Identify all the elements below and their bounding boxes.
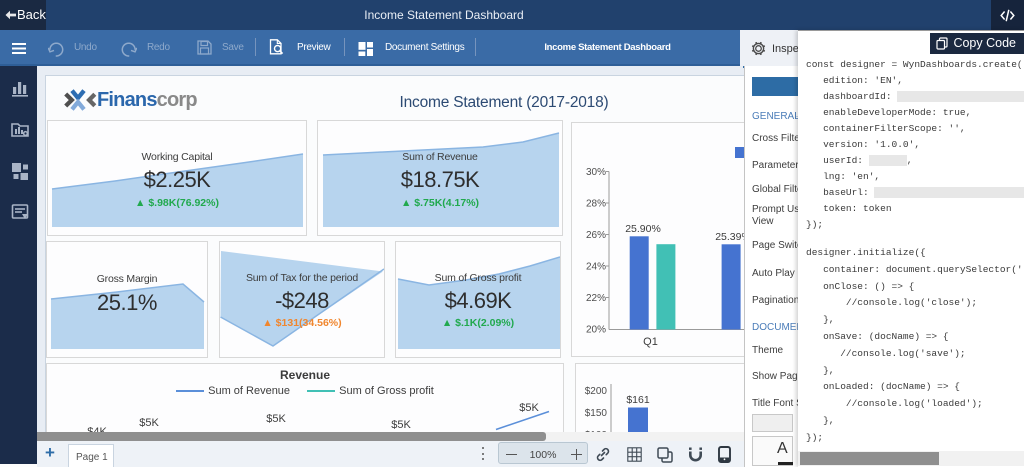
svg-text:$161: $161 [626,394,650,406]
svg-text:$4K: $4K [87,426,107,432]
svg-text:25.39%: 25.39% [715,231,745,243]
svg-text:22%: 22% [586,293,606,304]
svg-text:26%: 26% [586,230,606,241]
svg-text:$150: $150 [585,408,608,419]
svg-text:$200: $200 [585,386,608,397]
svg-text:$5K: $5K [139,417,159,429]
svg-text:24%: 24% [586,262,606,273]
svg-text:20%: 20% [586,325,606,336]
svg-text:$100: $100 [585,430,608,432]
svg-text:25.90%: 25.90% [625,223,661,235]
svg-text:$5K: $5K [266,413,286,425]
svg-text:30%: 30% [586,167,606,178]
svg-text:28%: 28% [586,199,606,210]
svg-text:$5K: $5K [519,402,539,414]
svg-text:$5K: $5K [391,419,411,431]
svg-text:Q1: Q1 [643,336,658,348]
